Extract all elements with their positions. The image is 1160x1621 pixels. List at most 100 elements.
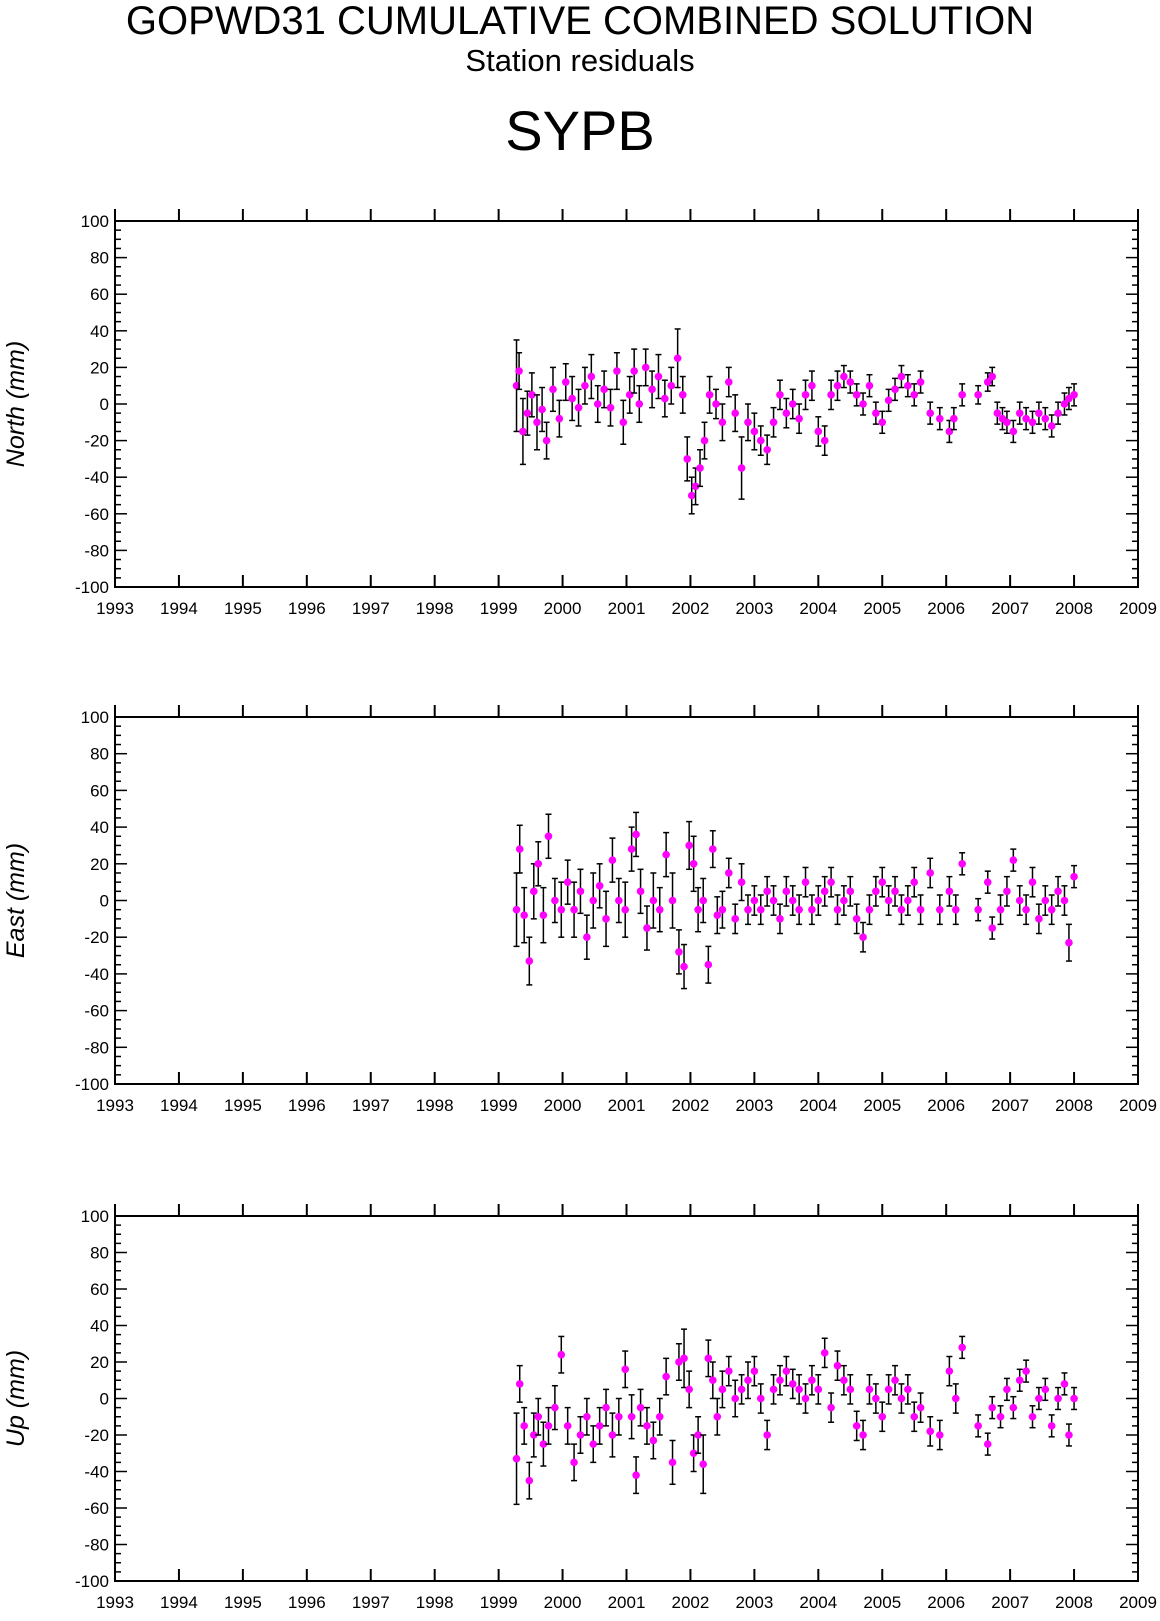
data-point bbox=[840, 896, 848, 905]
data-point bbox=[694, 905, 702, 914]
data-point bbox=[661, 394, 669, 403]
data-point bbox=[950, 414, 958, 423]
data-point bbox=[563, 1422, 572, 1430]
data-point bbox=[935, 414, 944, 423]
data-point bbox=[576, 887, 585, 896]
data-point bbox=[512, 905, 521, 914]
data-point bbox=[737, 878, 746, 886]
data-point bbox=[1015, 1376, 1024, 1385]
data-point bbox=[576, 1431, 585, 1439]
data-point bbox=[1060, 896, 1069, 905]
data-point bbox=[891, 385, 899, 394]
x-tick-label: 2008 bbox=[1055, 1593, 1093, 1612]
data-point bbox=[958, 860, 966, 868]
x-tick-label: 2006 bbox=[927, 599, 965, 618]
x-tick-label: 1993 bbox=[96, 1593, 134, 1612]
data-point bbox=[988, 372, 997, 381]
y-tick-label: 40 bbox=[90, 322, 109, 341]
data-point bbox=[904, 381, 912, 390]
y-tick-label: 0 bbox=[100, 395, 109, 414]
data-point bbox=[608, 1431, 617, 1439]
data-point bbox=[557, 1350, 566, 1359]
data-point bbox=[1047, 1422, 1056, 1430]
data-point bbox=[696, 464, 704, 472]
data-point bbox=[846, 1385, 855, 1394]
data-point bbox=[1060, 1380, 1069, 1388]
data-point bbox=[820, 1349, 829, 1357]
x-tick-label: 2009 bbox=[1119, 599, 1157, 618]
y-tick-label: -60 bbox=[84, 505, 109, 524]
data-point bbox=[891, 1376, 899, 1385]
x-tick-label: 1997 bbox=[352, 599, 390, 618]
data-point bbox=[712, 400, 720, 408]
data-point bbox=[1047, 422, 1056, 430]
data-point bbox=[725, 378, 733, 386]
x-tick-labels: 1993 1994 1995 1996 1997 1998 1999 2000 2001 2002… bbox=[96, 599, 1157, 618]
data-point bbox=[685, 1385, 693, 1394]
data-point bbox=[544, 1422, 553, 1430]
data-point bbox=[1003, 1385, 1011, 1394]
data-point bbox=[904, 896, 912, 905]
data-point bbox=[904, 1385, 912, 1394]
data-point bbox=[619, 418, 628, 427]
y-tick-label: 100 bbox=[81, 1207, 109, 1226]
data-point bbox=[801, 878, 810, 886]
x-ticks bbox=[114, 209, 1139, 587]
x-tick-label: 2007 bbox=[991, 1593, 1029, 1612]
x-tick-label: 1999 bbox=[480, 599, 518, 618]
data-point bbox=[814, 427, 823, 436]
data-point bbox=[689, 1449, 698, 1458]
x-tick-labels: 1993 1994 1995 1996 1997 1998 1999 2000 2001 2002… bbox=[96, 1593, 1157, 1612]
data-point bbox=[718, 1385, 727, 1394]
data-point bbox=[737, 1385, 746, 1394]
data-point bbox=[756, 436, 765, 445]
data-point bbox=[993, 409, 1002, 417]
data-point bbox=[756, 905, 765, 914]
data-point bbox=[945, 427, 954, 436]
data-point bbox=[662, 1372, 670, 1381]
y-tick-label: 20 bbox=[90, 855, 109, 874]
data-point bbox=[654, 372, 663, 381]
data-point bbox=[635, 400, 644, 408]
x-tick-label: 2004 bbox=[799, 1593, 837, 1612]
data-point bbox=[563, 878, 572, 886]
data-point bbox=[926, 869, 935, 877]
data-point bbox=[776, 391, 784, 399]
y-axis-title: East (mm) bbox=[2, 843, 30, 958]
data-point bbox=[951, 905, 960, 914]
y-tick-label: -100 bbox=[75, 1075, 109, 1094]
data-point bbox=[1041, 1385, 1050, 1394]
data-point bbox=[808, 905, 816, 914]
data-point bbox=[673, 354, 682, 363]
data-point bbox=[680, 1354, 688, 1363]
data-point bbox=[529, 887, 538, 896]
data-point bbox=[878, 878, 887, 886]
x-tick-label: 2001 bbox=[608, 599, 646, 618]
data-point bbox=[750, 1367, 759, 1375]
chart-title: GOPWD31 CUMULATIVE COMBINED SOLUTION bbox=[125, 0, 1035, 43]
data-point bbox=[910, 1412, 919, 1421]
data-point bbox=[884, 1385, 893, 1394]
y-tick-label: 60 bbox=[90, 1280, 109, 1299]
data-point bbox=[574, 403, 583, 412]
data-point bbox=[512, 1454, 521, 1463]
data-point bbox=[974, 391, 982, 399]
y-tick-label: -100 bbox=[75, 578, 109, 597]
x-tick-label: 1994 bbox=[160, 599, 198, 618]
x-tick-label: 1998 bbox=[416, 599, 454, 618]
y-tick-label: 0 bbox=[100, 892, 109, 911]
data-point bbox=[1035, 915, 1043, 923]
data-point bbox=[926, 1427, 935, 1436]
x-tick-label: 2001 bbox=[608, 1593, 646, 1612]
y-tick-label: -20 bbox=[84, 432, 109, 451]
data-point bbox=[808, 1376, 816, 1385]
data-point bbox=[744, 418, 752, 427]
data-point bbox=[840, 372, 848, 381]
data-point bbox=[852, 391, 861, 399]
data-point bbox=[795, 414, 803, 423]
data-point bbox=[776, 1376, 784, 1385]
data-point bbox=[538, 405, 546, 414]
data-point bbox=[520, 1422, 528, 1430]
x-tick-label: 2004 bbox=[799, 599, 837, 618]
data-point bbox=[983, 1440, 992, 1448]
